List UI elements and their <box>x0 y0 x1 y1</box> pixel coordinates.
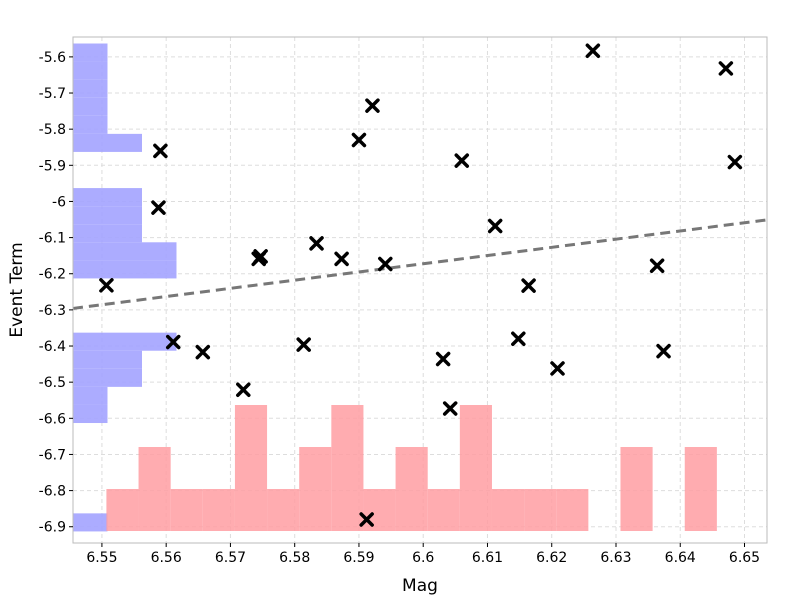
y-histogram <box>73 43 177 532</box>
y-histogram-bar <box>73 115 108 134</box>
y-histogram-bar <box>73 97 108 116</box>
y-histogram-bar <box>73 188 142 207</box>
scatter-point <box>511 331 526 347</box>
y-tick-label: -6 <box>52 194 66 210</box>
x-tick-label: 6.64 <box>665 550 696 566</box>
scatter-points <box>99 43 743 527</box>
x-histogram-bar <box>267 489 300 531</box>
y-tick-label: -6.6 <box>39 411 66 427</box>
scatter-point <box>727 154 743 170</box>
y-tick-label: -6.2 <box>39 267 66 283</box>
scatter-point <box>99 278 114 293</box>
x-histogram-bar <box>459 405 492 531</box>
y-histogram-bar <box>73 79 108 98</box>
x-tick-label: 6.61 <box>472 550 503 566</box>
scatter-point <box>649 258 665 274</box>
y-histogram-bar <box>73 133 142 152</box>
scatter-point <box>309 236 324 251</box>
trend-line-group <box>72 218 768 310</box>
x-axis-label: Mag <box>402 576 438 596</box>
scatter-point <box>334 251 349 267</box>
scatter-point <box>585 43 601 58</box>
x-histogram-bar <box>234 405 268 531</box>
x-histogram-bar <box>106 489 139 531</box>
x-tick-label: 6.62 <box>536 550 567 566</box>
x-histogram <box>106 405 717 531</box>
x-tick-label: 6.65 <box>729 550 760 566</box>
scatter-point <box>487 218 503 234</box>
x-tick-label: 6.63 <box>600 550 631 566</box>
y-tick-label: -5.6 <box>39 50 66 66</box>
x-histogram-bar <box>524 489 557 531</box>
y-histogram-bar <box>73 513 108 532</box>
y-axis-ticks: -5.6 -5.7 -5.8 -5.9 -6 -6.1 -6.2 -6.3 -6.4 -6.5 -6… <box>39 50 73 536</box>
scatter-point <box>442 401 458 416</box>
y-tick-label: -6.5 <box>39 375 66 391</box>
y-tick-label: -6.3 <box>39 303 66 319</box>
scatter-point <box>296 337 311 352</box>
scatter-point <box>656 343 671 359</box>
x-axis-ticks: 6.55 6.56 6.57 6.58 6.59 6.6 6.61 6.62 6.63 6.64 6… <box>86 543 760 566</box>
y-histogram-bar <box>73 242 177 261</box>
scatter-point <box>435 351 451 367</box>
scatter-point <box>718 61 734 76</box>
scatter-point <box>195 344 211 360</box>
x-tick-label: 6.55 <box>86 550 117 566</box>
x-histogram-bar <box>299 447 332 531</box>
scatter-point <box>359 512 374 527</box>
y-tick-label: -5.9 <box>39 158 66 174</box>
x-histogram-bar <box>202 489 235 531</box>
y-histogram-bar <box>73 368 142 387</box>
x-histogram-bar <box>170 489 203 531</box>
scatter-point <box>365 98 380 113</box>
y-axis-label: Event Term <box>7 242 27 337</box>
scatter-point <box>165 334 181 350</box>
scatter-point <box>236 382 251 398</box>
y-histogram-bar <box>73 224 142 243</box>
y-histogram-bar <box>73 43 108 62</box>
x-tick-label: 6.58 <box>279 550 310 566</box>
y-histogram-bar <box>73 206 142 225</box>
scatter-point <box>153 143 168 159</box>
scatter-point <box>351 132 367 148</box>
x-tick-label: 6.57 <box>215 550 246 566</box>
y-histogram-bar <box>73 260 177 279</box>
x-histogram-bar <box>491 489 525 531</box>
y-tick-label: -5.8 <box>39 122 66 138</box>
y-tick-label: -6.1 <box>39 231 66 247</box>
x-histogram-bar <box>427 489 460 531</box>
y-histogram-bar <box>73 404 108 424</box>
x-histogram-bar <box>138 447 171 531</box>
scatter-point <box>253 249 268 264</box>
y-tick-label: -6.8 <box>39 484 66 500</box>
scatter-point <box>550 361 565 376</box>
x-histogram-bar <box>620 447 653 531</box>
y-histogram-bar <box>73 386 108 405</box>
x-histogram-bar <box>363 489 396 531</box>
y-tick-label: -5.7 <box>39 86 66 102</box>
scatter-point <box>378 256 393 272</box>
scatter-point <box>151 200 166 215</box>
scatter-point <box>521 278 536 293</box>
y-tick-label: -6.9 <box>39 520 66 536</box>
y-tick-label: -6.4 <box>39 339 66 355</box>
y-histogram-bar <box>73 350 142 369</box>
y-histogram-bar <box>73 332 177 351</box>
y-tick-label: -6.7 <box>39 447 66 463</box>
x-tick-label: 6.56 <box>151 550 182 566</box>
x-tick-label: 6.59 <box>343 550 374 566</box>
x-tick-label: 6.6 <box>412 550 434 566</box>
x-histogram-bar <box>556 489 589 531</box>
y-histogram-bar <box>73 61 108 80</box>
trend-line <box>72 218 768 310</box>
x-histogram-bar <box>395 447 428 531</box>
scatter-point <box>454 153 470 168</box>
plot-frame <box>72 36 768 544</box>
x-histogram-bar <box>331 405 364 531</box>
x-histogram-bar <box>684 447 717 531</box>
